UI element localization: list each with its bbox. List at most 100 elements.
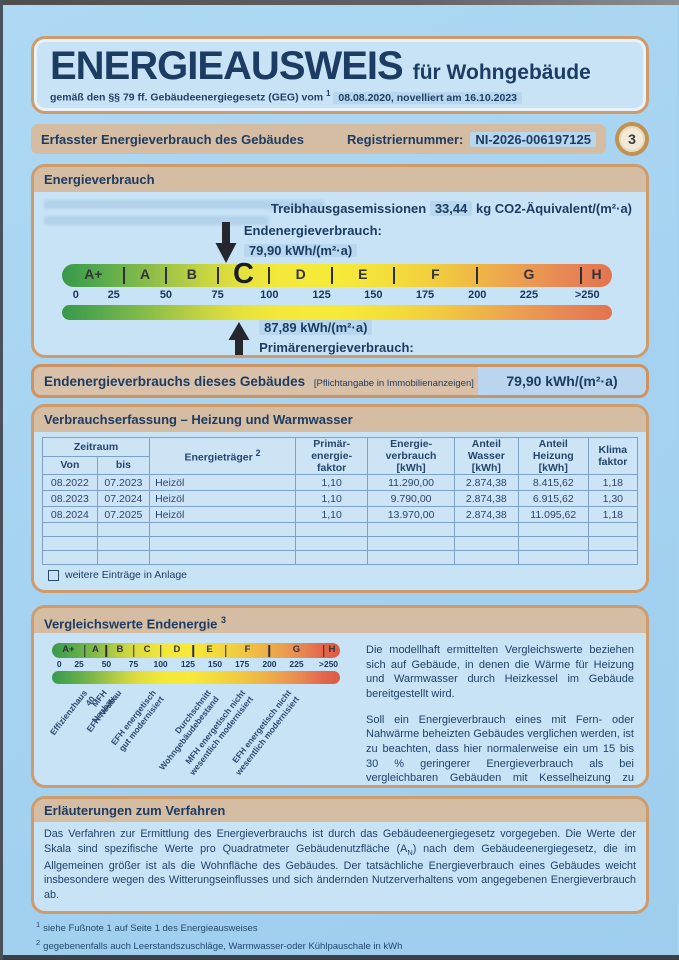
bleed-through-artifact (44, 200, 324, 209)
class-letter: E (358, 266, 368, 282)
class-letter: G (292, 644, 301, 656)
class-letter-current: C (233, 258, 254, 290)
final-energy-label-block: Endenergieverbrauch: 79,90 kWh/(m²·a) (243, 223, 382, 257)
scale-ticks: 0 25 50 75 100 125 150 175 200 225 >250 (62, 289, 612, 304)
photo-edge (0, 0, 679, 5)
class-letter: B (116, 644, 124, 656)
scale-tick: 100 (260, 289, 279, 301)
class-letter: H (591, 266, 602, 282)
scale-tick: 150 (364, 289, 383, 301)
page-title: ENERGIEAUSWEIS (50, 44, 404, 88)
class-letter: F (244, 644, 251, 656)
scale-tick: 50 (159, 289, 173, 301)
col-zeitraum: Zeitraum (41, 437, 151, 457)
class-letter: H (328, 644, 336, 656)
final-energy-label: Endenergieverbrauch: (243, 223, 382, 238)
consumption-table-box: Verbrauchserfassung – Heizung und Warmwa… (31, 404, 649, 594)
comparison-paragraph: Die modellhaft ermittelten Vergleichswer… (366, 644, 634, 701)
comparison-class-band: A+ A B C D E F G H (52, 643, 340, 659)
explanation-text: Das Verfahren zur Ermittlung des Energie… (44, 828, 636, 902)
class-letter: E (206, 644, 213, 656)
law-date: 08.08.2020, novelliert am 16.10.2023 (333, 91, 523, 104)
col-energieverbrauch: Energie- verbrauch [kWh] (367, 436, 455, 476)
ghg-label: Treibhausgasemissionen (270, 201, 427, 216)
col-primaerenergiefaktor: Primär- energie- faktor (294, 436, 369, 476)
up-arrow-icon (228, 322, 250, 355)
bleed-through-artifact (44, 216, 269, 225)
class-letter: F (431, 266, 440, 282)
scale-tick: 225 (519, 289, 539, 301)
down-arrow-icon (215, 222, 237, 263)
comparison-box: Vergleichswerte Endenergie 3 A+ A B C (31, 605, 649, 789)
scale-tick: 175 (415, 289, 435, 301)
comparison-markers: Effizienzhaus 40 MFH Neubau EFH Neubau E… (48, 684, 340, 784)
table-row: 08.2023 07.2024 Heizöl 1,10 9.790,00 2.8… (42, 490, 639, 508)
header-row: Erfasster Energieverbrauch des Gebäudes … (31, 122, 649, 156)
banner-label: Endenergieverbrauchs dieses Gebäudes (44, 373, 306, 389)
certificate-page: ENERGIEAUSWEIS für Wohngebäude gemäß den… (3, 5, 677, 960)
scale-tick: 0 (72, 289, 79, 301)
energy-consumption-box: Energieverbrauch Treibhausgasemissionen … (31, 164, 649, 358)
registration-number: NI-2026-006197125 (470, 131, 596, 147)
final-energy-value: 79,90 kWh/(m²·a) (243, 244, 358, 257)
scale-tick: 125 (312, 289, 331, 301)
table-row-empty (42, 536, 639, 552)
registration-group: Registriernummer: NI-2026-006197125 (347, 131, 596, 147)
class-letter: A (139, 266, 151, 282)
header-bar: Erfasster Energieverbrauch des Gebäudes … (31, 124, 606, 154)
scale-tick: 75 (211, 289, 224, 301)
comparison-paragraph: Soll ein Energieverbrauch eines mit Fern… (366, 713, 634, 785)
col-bis: bis (96, 455, 151, 476)
comparison-scale-ticks: 0 25 50 75 100 125 150 175 200 225 >250 (56, 659, 339, 670)
page-number-badge: 3 (615, 122, 649, 156)
ghg-unit: kg CO2-Äquivalent/(m²·a) (475, 201, 632, 216)
col-klimafaktor: Klima faktor (587, 436, 639, 476)
photo-edge (0, 0, 3, 960)
primary-energy-label-block: 87,89 kWh/(m²·a) Primärenergieverbrauch: (259, 320, 414, 355)
table-section-title: Verbrauchserfassung – Heizung und Warmwa… (34, 407, 646, 432)
table-row: 08.2022 07.2023 Heizöl 1,10 11.290,00 2.… (42, 474, 639, 492)
final-energy-banner: Endenergieverbrauchs dieses Gebäudes [Pf… (31, 364, 649, 398)
scale-tick: >250 (574, 289, 600, 301)
banner-value: 79,90 kWh/(m²·a) (478, 367, 646, 395)
comparison-text: Die modellhaft ermittelten Vergleichswer… (366, 643, 634, 784)
consumption-table: Zeitraum Energieträger 2 Primär- energie… (41, 436, 639, 566)
footnote: 2 gegebenenfalls auch Leerstandszuschläge… (36, 937, 403, 952)
class-letter: D (173, 644, 181, 656)
class-letter: C (143, 644, 151, 656)
class-letter: A+ (84, 266, 103, 282)
energy-section-title: Energieverbrauch (34, 167, 646, 192)
class-letter: G (523, 266, 535, 282)
footnote: 1 siehe Fußnote 1 auf Seite 1 des Energie… (36, 920, 258, 935)
additional-entries-row: weitere Einträge in Anlage (42, 565, 638, 588)
scale-tick: 25 (107, 289, 120, 301)
page-title-suffix: für Wohngebäude (412, 61, 591, 84)
gradient-band (52, 671, 340, 685)
class-letter: D (295, 266, 306, 282)
checkbox-icon (48, 569, 59, 581)
comparison-section-title: Vergleichswerte Endenergie 3 (34, 608, 646, 634)
class-letter: B (186, 266, 197, 282)
table-row-empty (42, 550, 639, 566)
col-von: Von (42, 455, 98, 476)
law-footnote-marker: 1 (326, 89, 331, 98)
photo-edge (0, 955, 679, 960)
section-label: Erfasster Energieverbrauch des Gebäudes (41, 131, 305, 147)
table-row-empty (42, 522, 639, 538)
scale-tick: 200 (468, 289, 487, 301)
col-anteil-heizung: Anteil Heizung [kWh] (517, 436, 589, 476)
table-row: 08.2024 07.2025 Heizöl 1,10 13.970,00 2.… (42, 506, 639, 524)
banner-note: [Pflichtangabe in Immobilienanzeigen] (313, 377, 474, 389)
efficiency-class-band: A+ A B C D E F G H (62, 260, 612, 289)
comparison-scale: A+ A B C D E F G H 0 25 (48, 643, 366, 781)
gradient-band (62, 305, 612, 320)
ghg-emissions-line: Treibhausgasemissionen 33,44 kg CO2-Äqui… (271, 201, 632, 216)
law-reference: gemäß den §§ 79 ff. Gebäudeenergiegesetz… (50, 89, 630, 104)
checkbox-label: weitere Einträge in Anlage (65, 569, 187, 582)
primary-energy-label: Primärenergieverbrauch: (259, 340, 414, 355)
energy-scale: Endenergieverbrauch: 79,90 kWh/(m²·a) (62, 222, 612, 355)
class-letter: A (92, 644, 99, 656)
footnotes: 1 siehe Fußnote 1 auf Seite 1 des Energie… (31, 919, 649, 960)
ghg-value: 33,44 (429, 201, 473, 216)
